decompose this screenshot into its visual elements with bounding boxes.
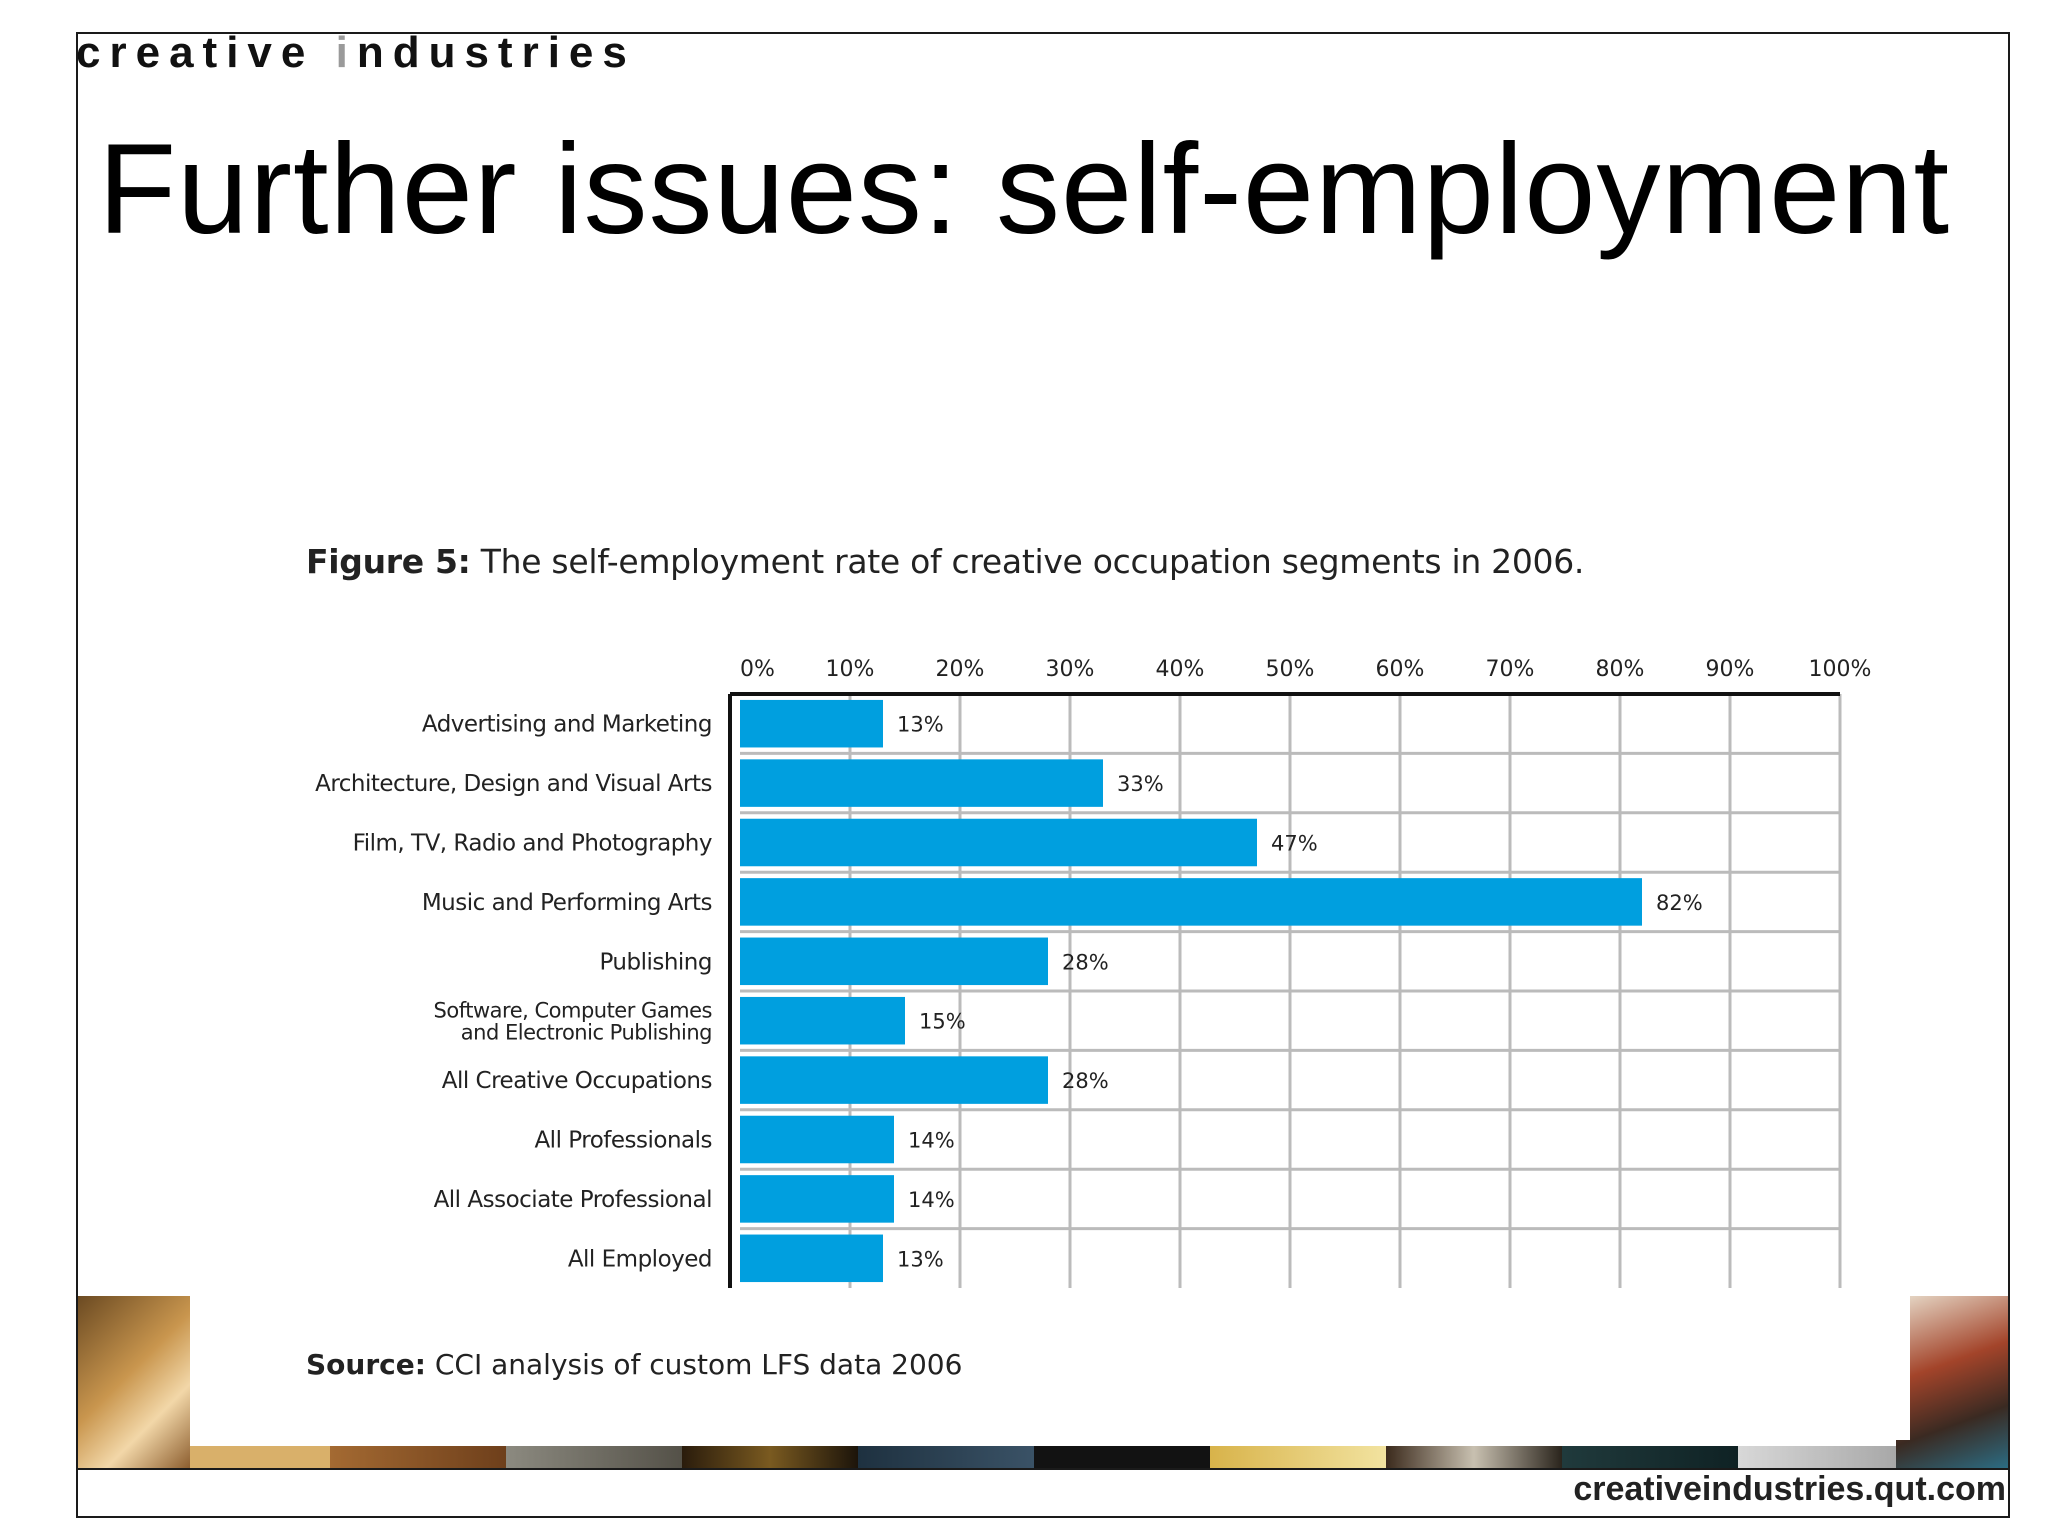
photo-tile-5 [858, 1446, 1034, 1470]
bar [740, 937, 1048, 986]
category-label: and Electronic Publishing [461, 1021, 712, 1045]
bar [740, 1234, 883, 1283]
photo-tile-7 [1210, 1446, 1386, 1470]
x-tick-label: 60% [1376, 657, 1425, 682]
x-tick-label: 80% [1596, 657, 1645, 682]
footer-url: creativeindustries.qut.com [1573, 1470, 2006, 1508]
data-label: 82% [1656, 891, 1703, 915]
brand-part-1: creative [76, 28, 336, 77]
x-tick-label: 30% [1046, 657, 1095, 682]
data-label: 13% [897, 713, 944, 737]
category-label: All Creative Occupations [442, 1068, 712, 1094]
photo-tile-1 [190, 1446, 330, 1470]
bar [740, 699, 883, 748]
figure-caption-text: The self-employment rate of creative occ… [470, 542, 1585, 581]
x-tick-label: 50% [1266, 657, 1315, 682]
x-tick-label: 40% [1156, 657, 1205, 682]
data-label: 47% [1271, 832, 1318, 856]
x-tick-label: 70% [1486, 657, 1535, 682]
source-note: Source: CCI analysis of custom LFS data … [306, 1348, 962, 1381]
photo-tile-right [1896, 1296, 2008, 1470]
bar [740, 1056, 1048, 1104]
photo-tile-10 [1738, 1446, 1896, 1470]
bar [740, 996, 905, 1045]
x-tick-label: 10% [826, 657, 875, 682]
category-label: Music and Performing Arts [422, 890, 712, 916]
data-label: 14% [908, 1188, 955, 1212]
photo-tile-6 [1034, 1446, 1210, 1470]
photo-tile-8 [1386, 1446, 1562, 1470]
source-note-text: CCI analysis of custom LFS data 2006 [425, 1348, 963, 1381]
source-note-label: Source: [306, 1348, 426, 1381]
photo-tile-3 [506, 1446, 682, 1470]
category-label: Film, TV, Radio and Photography [353, 831, 712, 857]
x-tick-label: 100% [1809, 657, 1872, 682]
photo-tile-left [78, 1296, 190, 1470]
brand-logo-text: creative industries [76, 28, 636, 78]
figure-caption-label: Figure 5: [306, 542, 471, 581]
photo-strip [78, 1296, 2008, 1470]
brand-accent-letter: i [335, 28, 357, 77]
data-label: 14% [908, 1129, 955, 1153]
data-label: 28% [1062, 950, 1109, 974]
slide-title: Further issues: self-employment [97, 118, 1951, 261]
category-label: Publishing [599, 949, 712, 975]
photo-tile-9 [1562, 1446, 1738, 1470]
x-tick-label: 0% [740, 657, 775, 682]
data-label: 13% [897, 1247, 944, 1271]
brand-part-2: ndustries [356, 28, 636, 77]
data-label: 28% [1062, 1069, 1109, 1093]
category-label: Architecture, Design and Visual Arts [315, 771, 712, 797]
photo-tile-4 [682, 1446, 858, 1470]
category-label: All Associate Professional [434, 1187, 712, 1213]
category-label: Software, Computer Games [434, 999, 712, 1023]
data-label: 15% [919, 1010, 966, 1034]
footer-divider [76, 1468, 2010, 1470]
x-tick-label: 90% [1706, 657, 1755, 682]
photo-tile-2 [330, 1446, 506, 1470]
bar [740, 878, 1642, 926]
data-label: 33% [1117, 772, 1164, 796]
figure-caption: Figure 5: The self-employment rate of cr… [306, 542, 1584, 581]
bar [740, 1115, 894, 1164]
bar [740, 1175, 894, 1223]
category-label: Advertising and Marketing [422, 712, 712, 738]
category-label: All Employed [568, 1246, 712, 1272]
bar [740, 818, 1257, 867]
bar [740, 759, 1103, 807]
category-label: All Professionals [534, 1128, 712, 1154]
x-tick-label: 20% [936, 657, 985, 682]
